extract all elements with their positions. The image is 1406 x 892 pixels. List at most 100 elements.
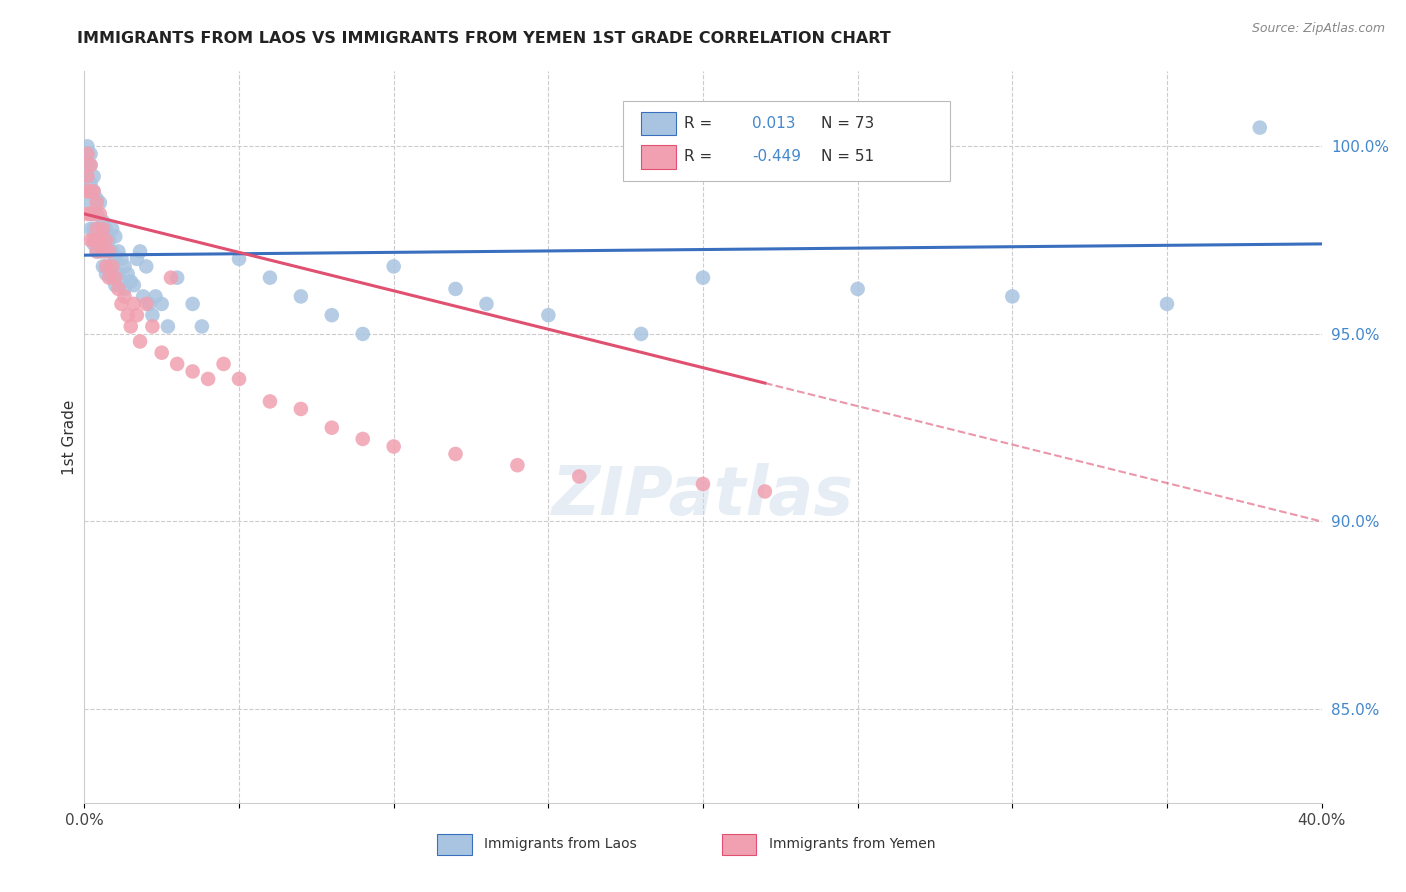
Text: N = 51: N = 51 — [821, 150, 873, 164]
Point — [79, 158, 101, 172]
Point — [79, 177, 101, 191]
Point — [1156, 297, 1178, 311]
Point — [110, 274, 132, 288]
Point — [290, 401, 312, 416]
Point — [79, 222, 101, 236]
Bar — [437, 833, 471, 855]
Point — [94, 233, 117, 247]
Point — [89, 244, 111, 259]
Point — [107, 282, 129, 296]
Point — [475, 297, 498, 311]
Point — [104, 229, 127, 244]
Point — [86, 195, 108, 210]
Point — [107, 244, 129, 259]
Point — [135, 260, 157, 274]
Point — [79, 195, 101, 210]
Point — [86, 229, 108, 244]
Text: R =: R = — [685, 116, 713, 131]
Point — [630, 326, 652, 341]
Point — [156, 319, 179, 334]
Point — [76, 185, 98, 199]
Point — [506, 458, 529, 473]
Point — [197, 372, 219, 386]
Point — [98, 244, 121, 259]
Point — [181, 297, 204, 311]
Text: Immigrants from Laos: Immigrants from Laos — [484, 838, 637, 852]
Point — [110, 297, 132, 311]
Point — [98, 233, 121, 247]
Point — [537, 308, 560, 322]
Point — [228, 252, 250, 266]
Point — [692, 477, 714, 491]
Point — [94, 244, 117, 259]
Point — [382, 440, 405, 454]
Point — [91, 233, 114, 247]
Point — [754, 484, 776, 499]
Point — [104, 270, 127, 285]
Point — [86, 192, 108, 206]
Point — [114, 260, 136, 274]
Point — [101, 244, 124, 259]
Text: 0.013: 0.013 — [752, 116, 796, 131]
Point — [83, 169, 105, 184]
Point — [79, 207, 101, 221]
Point — [125, 308, 148, 322]
Point — [89, 207, 111, 221]
Point — [79, 207, 101, 221]
Point — [145, 289, 167, 303]
Point — [76, 185, 98, 199]
Point — [83, 207, 105, 221]
Point — [98, 270, 121, 285]
Point — [166, 357, 188, 371]
Point — [120, 319, 142, 334]
Point — [321, 420, 343, 434]
Point — [104, 278, 127, 293]
Point — [83, 236, 105, 251]
Point — [76, 147, 98, 161]
Point — [135, 297, 157, 311]
Point — [382, 260, 405, 274]
Point — [104, 252, 127, 266]
Point — [259, 394, 281, 409]
Point — [107, 267, 129, 281]
Point — [212, 357, 235, 371]
Text: N = 73: N = 73 — [821, 116, 873, 131]
Point — [79, 233, 101, 247]
Point — [94, 267, 117, 281]
Point — [89, 195, 111, 210]
Point — [150, 297, 173, 311]
Point — [352, 432, 374, 446]
Point — [568, 469, 591, 483]
Point — [122, 297, 145, 311]
Point — [79, 158, 101, 172]
Point — [117, 308, 139, 322]
Text: Immigrants from Yemen: Immigrants from Yemen — [769, 838, 935, 852]
Bar — [641, 112, 676, 135]
Point — [1001, 289, 1024, 303]
Point — [117, 267, 139, 281]
Bar — [641, 145, 676, 169]
Point — [114, 282, 136, 296]
FancyBboxPatch shape — [623, 101, 950, 181]
Text: -0.449: -0.449 — [752, 150, 801, 164]
Point — [138, 297, 160, 311]
Point — [94, 260, 117, 274]
Point — [79, 147, 101, 161]
Point — [86, 244, 108, 259]
Point — [91, 260, 114, 274]
Point — [91, 222, 114, 236]
Point — [94, 222, 117, 236]
Point — [846, 282, 869, 296]
Point — [114, 289, 136, 303]
Point — [91, 244, 114, 259]
Point — [91, 214, 114, 228]
Point — [228, 372, 250, 386]
Point — [76, 169, 98, 184]
Text: IMMIGRANTS FROM LAOS VS IMMIGRANTS FROM YEMEN 1ST GRADE CORRELATION CHART: IMMIGRANTS FROM LAOS VS IMMIGRANTS FROM … — [77, 31, 891, 46]
Point — [692, 270, 714, 285]
Point — [89, 233, 111, 247]
Point — [98, 260, 121, 274]
Point — [122, 278, 145, 293]
Point — [79, 185, 101, 199]
Text: R =: R = — [685, 150, 713, 164]
